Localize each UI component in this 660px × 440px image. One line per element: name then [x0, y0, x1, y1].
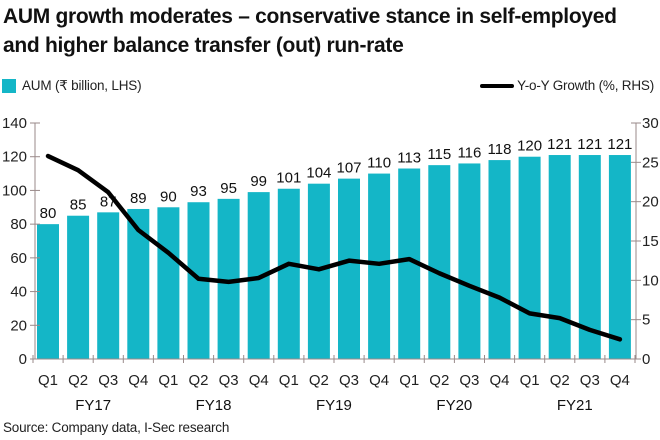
legend-aum: AUM (₹ billion, LHS) — [2, 78, 142, 94]
quarter-label: Q4 — [610, 372, 630, 389]
left-axis-tick-label: 80 — [10, 216, 27, 233]
quarter-label: Q3 — [459, 372, 479, 389]
bar-value-label: 93 — [190, 183, 207, 200]
quarter-label: Q1 — [38, 372, 58, 389]
bar — [338, 178, 360, 359]
bar-value-label: 80 — [40, 205, 57, 222]
quarter-label: Q2 — [429, 372, 449, 389]
right-axis-tick-label: 30 — [642, 115, 659, 132]
bar-value-label: 118 — [488, 141, 512, 158]
fiscal-year-label: FY17 — [75, 397, 111, 414]
fiscal-year-label: FY19 — [316, 397, 352, 414]
bar — [488, 160, 511, 359]
quarter-label: Q2 — [550, 372, 570, 389]
quarter-label: Q4 — [369, 372, 389, 389]
bar-value-label: 121 — [547, 136, 572, 153]
left-axis-tick-label: 100 — [2, 182, 27, 199]
legend-growth-label: Y-o-Y Growth (%, RHS) — [517, 78, 654, 93]
bar — [548, 155, 571, 359]
quarter-label: Q1 — [399, 372, 419, 389]
bar-value-label: 115 — [427, 146, 451, 163]
bar — [67, 215, 90, 359]
bar — [398, 168, 421, 359]
right-axis-tick-label: 25 — [642, 154, 659, 171]
bar-value-label: 104 — [306, 165, 331, 182]
bar — [277, 188, 300, 359]
bar — [37, 224, 59, 359]
axes-group: 0 20 40 60 80 100 120 140 0 5 10 15 20 25 30 — [2, 115, 659, 368]
bar — [217, 198, 240, 359]
right-axis-tick-label: 15 — [642, 233, 659, 250]
bar-value-label: 85 — [70, 197, 87, 214]
fiscal-year-label: FY21 — [557, 397, 593, 414]
quarter-label: Q2 — [309, 372, 329, 389]
source-note: Source: Company data, I-Sec research — [3, 420, 230, 435]
bar-value-label: 89 — [130, 190, 147, 207]
quarter-label: Q1 — [158, 372, 178, 389]
bar-value-label: 120 — [517, 138, 542, 155]
right-axis-tick-label: 20 — [642, 194, 659, 211]
growth-line-group — [45, 153, 623, 342]
bar-value-label: 121 — [577, 136, 602, 153]
bar-value-label: 113 — [397, 150, 421, 167]
left-axis-tick-label: 140 — [2, 115, 27, 132]
bar-value-label: 101 — [276, 170, 301, 187]
quarter-label: Q1 — [520, 372, 540, 389]
bar-value-label: 110 — [367, 155, 391, 172]
legend-growth: Y-o-Y Growth (%, RHS) — [480, 78, 654, 93]
left-axis-tick-label: 60 — [10, 250, 27, 267]
bar-value-label: 99 — [250, 173, 267, 190]
x-labels-group: Q1 Q2 Q3 Q4 Q1 Q2 Q3 Q4 Q1 Q2 Q3 Q4 Q1 Q2 Q3 Q4 Q1 Q2 Q3 Q4… — [38, 372, 630, 414]
bar — [97, 212, 120, 359]
quarter-label: Q3 — [98, 372, 118, 389]
bar — [428, 165, 451, 359]
bar — [518, 156, 541, 359]
bar — [127, 208, 150, 359]
quarter-label: Q4 — [249, 372, 269, 389]
quarter-label: Q3 — [580, 372, 600, 389]
legend-bar-swatch-icon — [2, 79, 16, 93]
bar-value-label: 95 — [220, 180, 237, 197]
bar-value-label: 90 — [160, 188, 177, 205]
growth-line — [45, 153, 623, 342]
quarter-label: Q1 — [279, 372, 299, 389]
quarter-label: Q4 — [489, 372, 509, 389]
fiscal-year-label: FY20 — [436, 397, 472, 414]
bar — [578, 155, 601, 359]
bar-value-label: 116 — [457, 144, 481, 161]
right-axis-tick-label: 0 — [642, 351, 650, 368]
quarter-label: Q2 — [188, 372, 208, 389]
bar — [608, 155, 631, 359]
quarter-label: Q2 — [68, 372, 88, 389]
left-axis-tick-label: 20 — [10, 317, 27, 334]
bar — [368, 173, 391, 359]
bar — [157, 207, 180, 359]
bar — [458, 163, 481, 359]
bar-value-label: 107 — [336, 160, 361, 177]
quarter-label: Q4 — [128, 372, 148, 389]
quarter-label: Q3 — [339, 372, 359, 389]
bars-group — [37, 155, 631, 359]
fiscal-year-label: FY18 — [196, 397, 232, 414]
left-axis-tick-label: 40 — [10, 284, 27, 301]
legend-line-swatch-icon — [480, 83, 515, 88]
left-axis-tick-label: 0 — [19, 351, 27, 368]
right-axis-tick-label: 5 — [642, 312, 650, 329]
chart-title: AUM growth moderates – conservative stan… — [3, 5, 617, 57]
left-axis-tick-label: 120 — [2, 149, 27, 166]
legend-aum-label: AUM (₹ billion, LHS) — [22, 78, 142, 93]
right-axis-tick-label: 10 — [642, 272, 659, 289]
quarter-label: Q3 — [219, 372, 239, 389]
bar-value-label: 121 — [607, 136, 632, 153]
